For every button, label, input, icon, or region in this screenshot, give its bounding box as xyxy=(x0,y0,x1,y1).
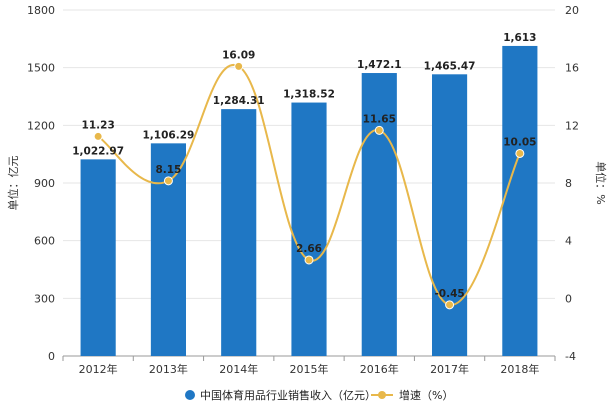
y-left-tick-label: 1500 xyxy=(27,62,55,75)
bar-value-label: 1,613 xyxy=(503,32,536,44)
axes: 0 300 600 900 1200 1500 1800 -4 0 4 8 12 16 20 单位：亿元 单位… xyxy=(6,4,608,376)
growth-point xyxy=(93,131,103,141)
legend-label-bar: 中国体育用品行业销售收入（亿元） xyxy=(200,388,376,402)
growth-value-label: 2.66 xyxy=(296,243,322,255)
growth-line-series xyxy=(93,61,525,310)
growth-point xyxy=(234,61,244,71)
growth-point xyxy=(445,300,455,310)
bar xyxy=(80,159,116,356)
y-left-tick-label: 600 xyxy=(34,235,55,248)
growth-value-label: 10.05 xyxy=(503,136,536,148)
growth-point xyxy=(163,176,173,186)
y-left-tick-label: 0 xyxy=(48,350,55,363)
y-right-tick-label: 20 xyxy=(565,4,579,17)
y-right-tick-label: 12 xyxy=(565,119,579,132)
growth-value-label: 11.65 xyxy=(363,113,396,125)
bar-value-label: 1,106.29 xyxy=(143,129,195,141)
y-left-tick-label: 1800 xyxy=(27,4,55,17)
growth-point xyxy=(515,148,525,158)
x-tick-label: 2017年 xyxy=(430,362,469,376)
legend-swatch-bar xyxy=(185,390,195,400)
y-right-axis-title: 单位：% xyxy=(594,161,608,204)
bar-value-label: 1,284.31 xyxy=(213,95,265,107)
bar xyxy=(361,73,397,356)
growth-value-label: 8.15 xyxy=(155,164,181,176)
legend-swatch-marker xyxy=(378,391,386,399)
legend-label-line: 增速（%） xyxy=(399,388,453,402)
bar-value-label: 1,022.97 xyxy=(72,145,124,157)
y-right-tick-label: -4 xyxy=(565,350,576,363)
y-right-tick-label: 0 xyxy=(565,292,572,305)
growth-value-label: 11.23 xyxy=(82,119,115,131)
bar xyxy=(221,109,257,356)
y-left-tick-label: 900 xyxy=(34,177,55,190)
x-tick-label: 2013年 xyxy=(149,362,188,376)
bar xyxy=(502,45,538,356)
growth-point xyxy=(374,125,384,135)
y-left-axis-title: 单位：亿元 xyxy=(6,156,20,211)
growth-point xyxy=(304,255,314,265)
y-right-tick-label: 4 xyxy=(565,235,572,248)
legend: 中国体育用品行业销售收入（亿元） 增速（%） xyxy=(185,388,453,402)
growth-value-label: -0.45 xyxy=(434,288,464,300)
y-right-tick-label: 16 xyxy=(565,62,579,75)
x-tick-label: 2016年 xyxy=(360,362,399,376)
y-left-tick-label: 300 xyxy=(34,292,55,305)
x-tick-label: 2014年 xyxy=(219,362,258,376)
y-left-tick-label: 1200 xyxy=(27,119,55,132)
x-tick-label: 2015年 xyxy=(290,362,329,376)
bar-value-label: 1,472.1 xyxy=(357,59,402,71)
growth-value-label: 16.09 xyxy=(222,49,255,61)
bar xyxy=(291,102,327,357)
data-labels: 1,022.97 1,106.29 1,284.31 1,318.52 1,472.1 1… xyxy=(72,32,536,300)
y-right-tick-label: 8 xyxy=(565,177,572,190)
bar-value-label: 1,318.52 xyxy=(283,89,335,101)
x-tick-label: 2018年 xyxy=(500,362,539,376)
bar xyxy=(432,74,468,356)
bar-value-label: 1,465.47 xyxy=(424,60,476,72)
x-tick-label: 2012年 xyxy=(79,362,118,376)
